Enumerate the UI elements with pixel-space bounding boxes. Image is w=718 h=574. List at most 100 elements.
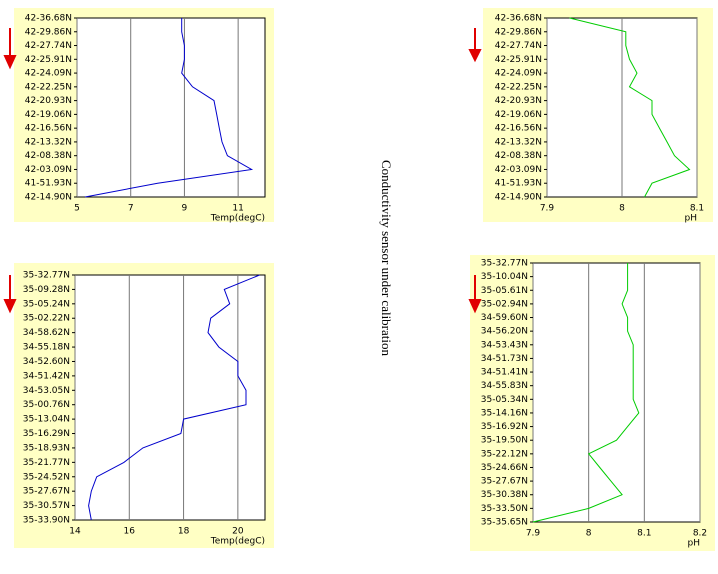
y-tick-label: 35-32.77N — [23, 271, 70, 281]
chart: 7.9 8 8.1 8.2pH 35-32.77N 35-10.04N 35-05.61N 3… — [470, 255, 715, 551]
y-tick-label: 34-58.62N — [23, 328, 70, 338]
y-tick-label: 35-21.77N — [23, 458, 70, 468]
x-tick-label: 8 — [586, 529, 592, 539]
y-tick-label: 35-30.38N — [481, 490, 528, 500]
y-tick-label: 42-29.86N — [495, 27, 542, 37]
profile-line — [532, 263, 640, 523]
y-tick-label: 42-13.32N — [495, 137, 542, 147]
x-axis-label: Temp(degC) — [210, 537, 265, 547]
y-tick-label: 35-24.66N — [481, 463, 528, 473]
y-tick-label: 42-20.93N — [25, 96, 72, 106]
x-axis-label: pH — [688, 539, 700, 549]
y-tick-label: 35-24.52N — [23, 472, 70, 482]
y-tick-label: 42-20.93N — [495, 96, 542, 106]
y-tick-label: 42-14.90N — [495, 193, 542, 203]
annotation: Conductivity sensor under calibration — [379, 160, 394, 357]
y-tick-label: 42-08.38N — [25, 151, 72, 161]
y-tick-label: 42-03.09N — [495, 165, 542, 175]
y-tick-label: 35-02.22N — [23, 314, 70, 324]
y-tick-label: 34-59.60N — [481, 313, 528, 323]
y-tick-label: 42-22.25N — [495, 82, 542, 92]
y-tick-label: 42-36.68N — [25, 14, 72, 24]
y-tick-label: 42-25.91N — [25, 55, 72, 65]
y-tick-label: 35-33.90N — [23, 516, 70, 526]
y-tick-label: 42-36.68N — [495, 14, 542, 24]
y-tick-label: 42-16.56N — [495, 124, 542, 134]
y-tick-label: 35-00.76N — [23, 400, 70, 410]
y-tick-label: 35-14.16N — [481, 408, 528, 418]
y-tick-label: 42-19.06N — [495, 110, 542, 120]
y-tick-label: 42-03.09N — [25, 165, 72, 175]
y-tick-label: 34-51.41N — [481, 368, 528, 378]
y-tick-label: 35-32.77N — [481, 259, 528, 269]
y-tick-label: 34-52.60N — [23, 357, 70, 367]
y-tick-label: 35-05.24N — [23, 299, 70, 309]
arrow-head — [3, 299, 17, 314]
y-tick-label: 42-29.86N — [25, 27, 72, 37]
y-tick-label: 42-25.91N — [495, 55, 542, 65]
x-tick-label: 20 — [232, 527, 244, 537]
y-tick-label: 35-27.67N — [481, 477, 528, 487]
x-tick-label: 9 — [182, 204, 188, 214]
y-tick-label: 41-51.93N — [25, 179, 72, 189]
x-axis-label: Temp(degC) — [210, 214, 265, 224]
y-tick-label: 35-02.94N — [481, 299, 528, 309]
y-tick-label: 35-16.29N — [23, 429, 70, 439]
y-tick-label: 35-05.34N — [481, 395, 528, 405]
y-tick-label: 41-51.93N — [495, 179, 542, 189]
y-tick-label: 42-27.74N — [25, 41, 72, 51]
y-tick-label: 42-16.56N — [25, 124, 72, 134]
y-tick-label: 42-14.90N — [25, 193, 72, 203]
y-tick-label: 42-19.06N — [25, 110, 72, 120]
y-tick-label: 34-55.18N — [23, 343, 70, 353]
y-tick-label: 34-55.83N — [481, 381, 528, 391]
arrow-head — [468, 299, 482, 314]
y-tick-label: 35-35.65N — [481, 518, 528, 528]
profile-line — [88, 274, 260, 521]
profile-line — [85, 18, 254, 198]
y-tick-label: 35-05.61N — [481, 286, 528, 296]
y-tick-label: 35-10.04N — [481, 272, 528, 282]
y-tick-label: 42-24.09N — [25, 69, 72, 79]
y-tick-label: 34-53.43N — [481, 340, 528, 350]
y-tick-label: 42-22.25N — [25, 82, 72, 92]
y-tick-label: 34-51.73N — [481, 354, 528, 364]
y-tick-label: 42-27.74N — [495, 41, 542, 51]
x-tick-label: 11 — [232, 204, 243, 214]
profile-line — [569, 17, 691, 198]
x-tick-label: 18 — [178, 527, 190, 537]
y-tick-label: 35-22.12N — [481, 449, 528, 459]
x-tick-label: 7 — [128, 204, 134, 214]
y-tick-label: 35-30.57N — [23, 501, 70, 511]
y-tick-label: 35-18.93N — [23, 443, 70, 453]
x-tick-label: 14 — [69, 527, 81, 537]
plot-area — [76, 17, 266, 198]
y-tick-label: 35-16.92N — [481, 422, 528, 432]
y-tick-label: 34-51.42N — [23, 371, 70, 381]
y-tick-label: 42-08.38N — [495, 151, 542, 161]
plot-area — [74, 274, 266, 521]
x-tick-label: 8.1 — [690, 204, 704, 214]
x-tick-label: 8.2 — [693, 529, 707, 539]
plot-area — [532, 262, 701, 523]
x-tick-label: 5 — [74, 204, 80, 214]
y-tick-label: 35-09.28N — [23, 285, 70, 295]
y-tick-label: 34-56.20N — [481, 327, 528, 337]
chart: 7.9 8 8.1pH 42-36.68N 42-29.86N 42-27.74N 42-2… — [483, 8, 713, 224]
y-tick-label: 34-53.05N — [23, 386, 70, 396]
y-tick-label: 35-27.67N — [23, 487, 70, 497]
y-tick-label: 42-24.09N — [495, 69, 542, 79]
x-tick-label: 7.9 — [540, 204, 555, 214]
arrow-head — [468, 49, 482, 63]
x-tick-label: 7.9 — [526, 529, 541, 539]
x-tick-label: 8 — [619, 204, 625, 214]
arrows — [3, 28, 482, 314]
x-axis-label: pH — [685, 214, 697, 224]
x-tick-label: 16 — [124, 527, 136, 537]
x-tick-label: 8.1 — [637, 529, 651, 539]
arrow-head — [3, 55, 17, 70]
y-tick-label: 42-13.32N — [25, 137, 72, 147]
